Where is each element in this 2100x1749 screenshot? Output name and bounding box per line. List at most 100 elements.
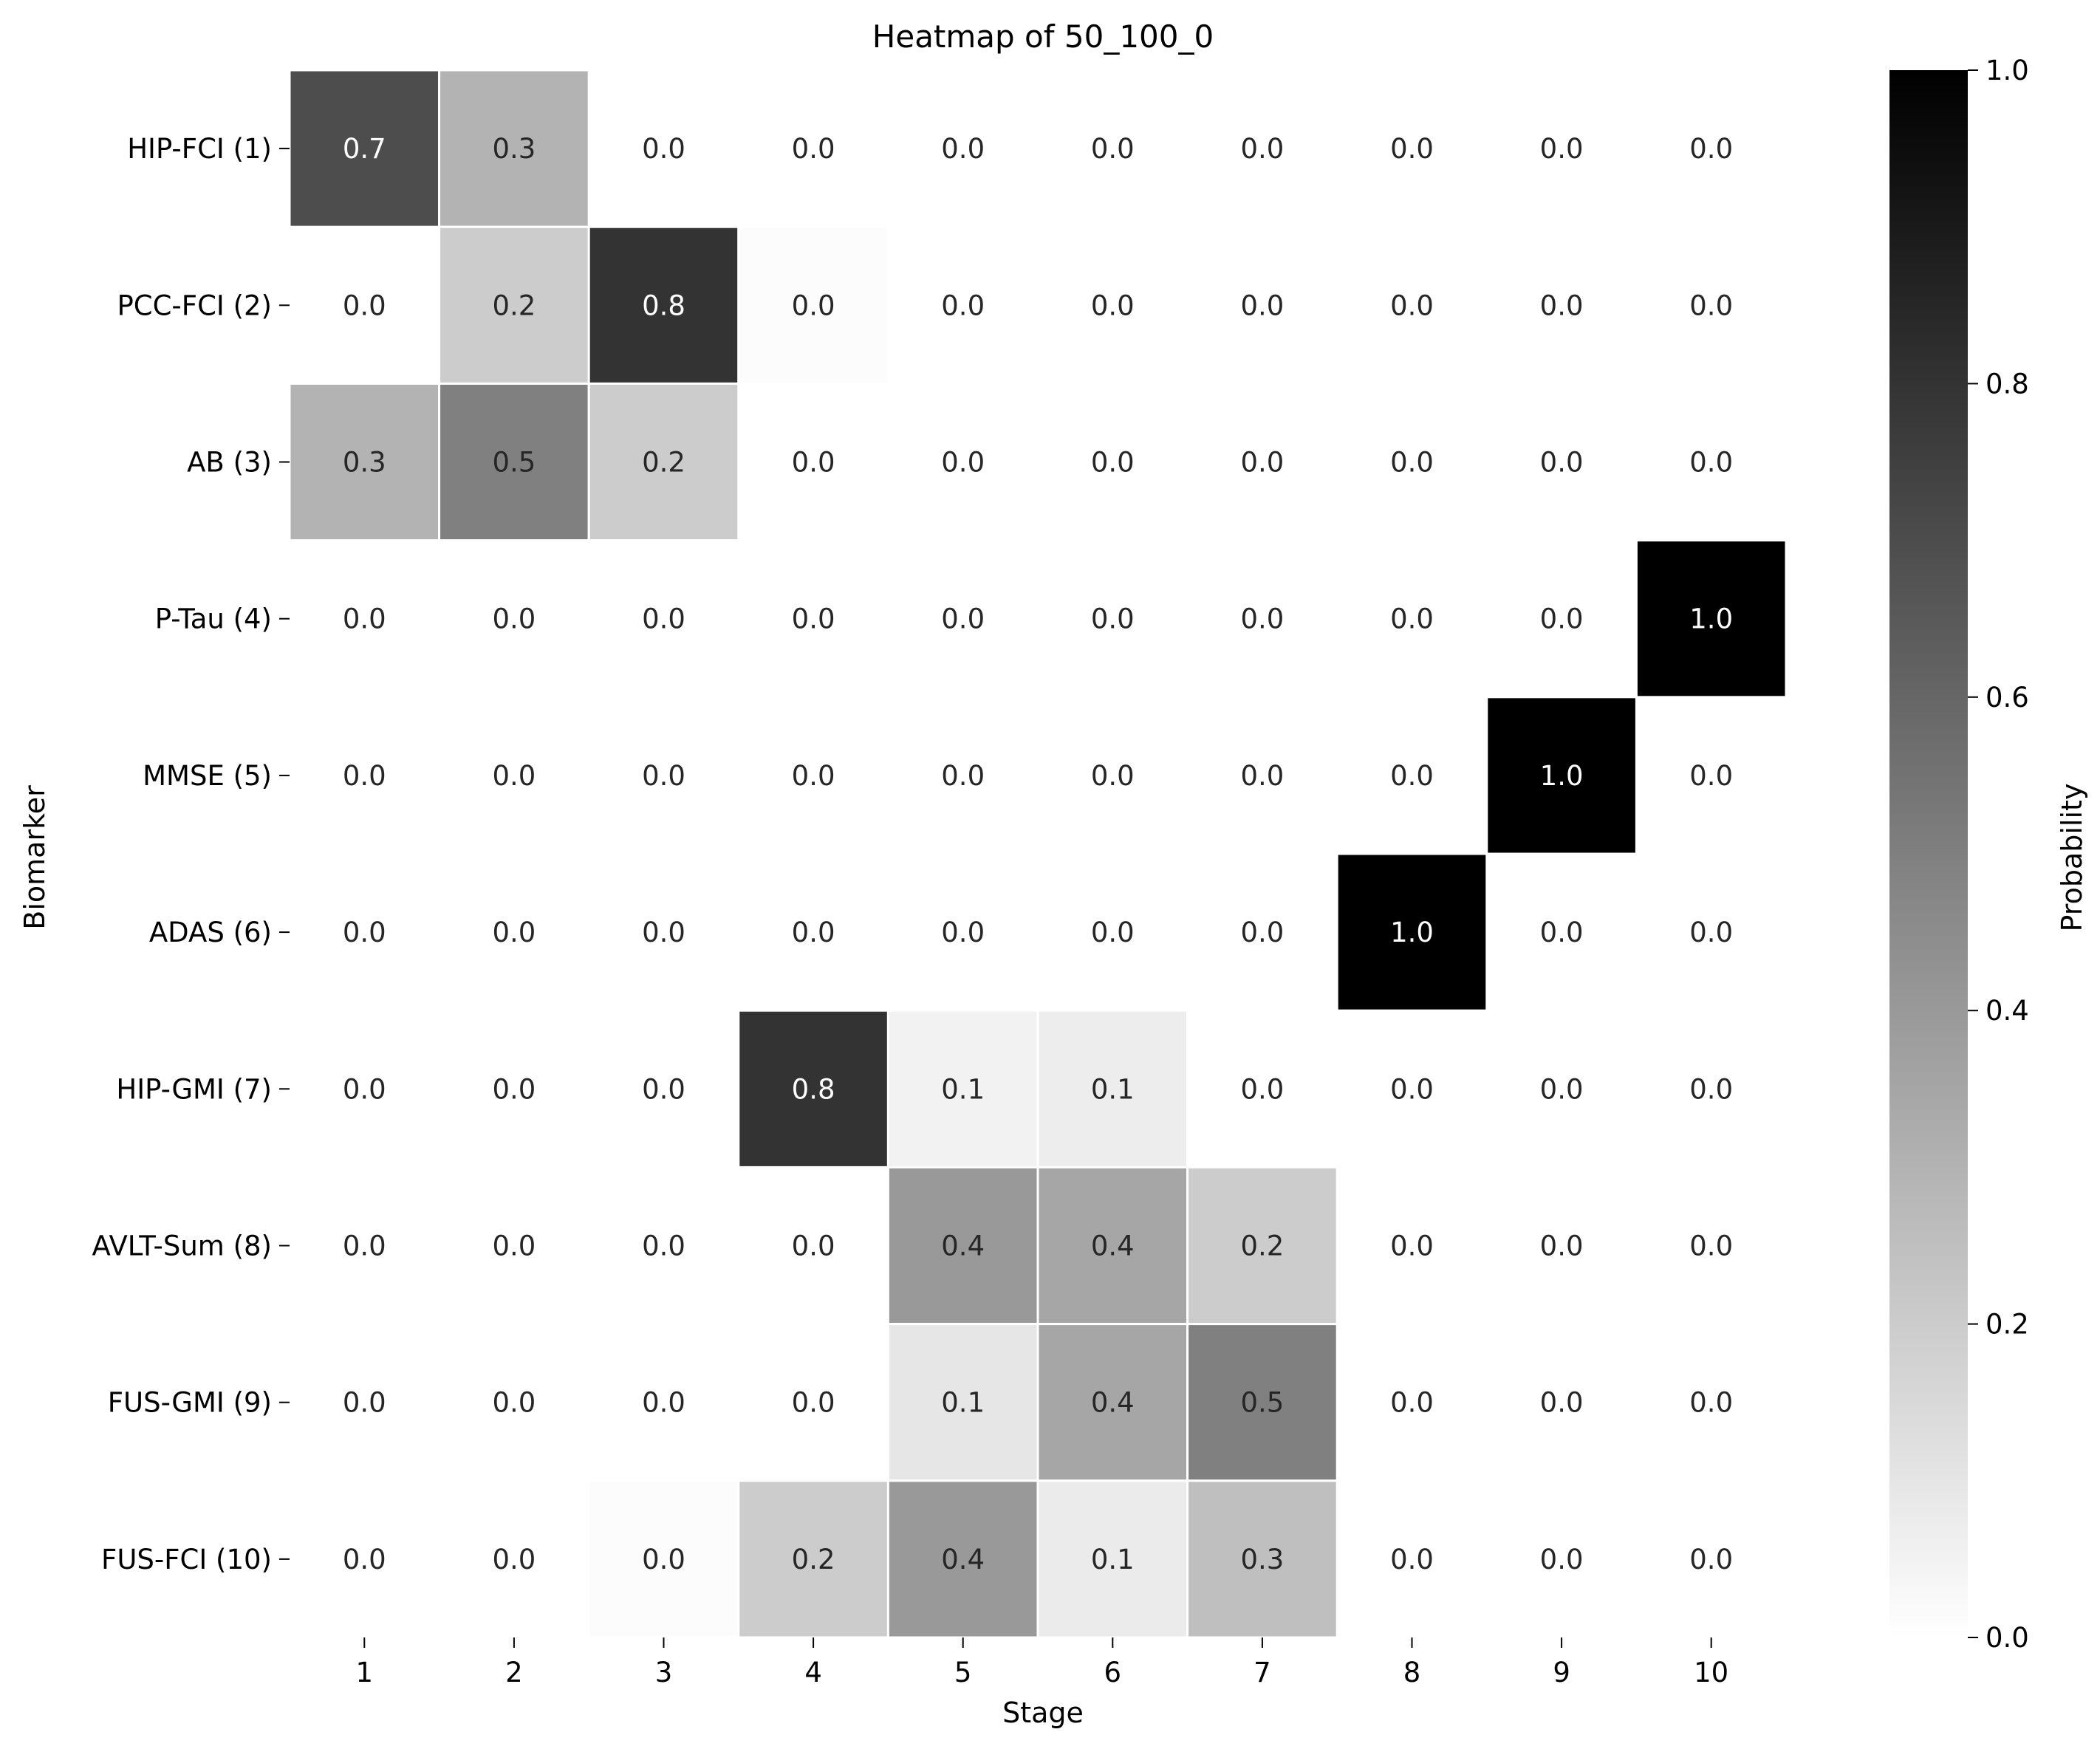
cell-value-label: 0.0	[1689, 1231, 1733, 1262]
y-tick-labels: HIP-FCI (1) PCC-FCI (2) AB (3) P-Tau (4) MMS…	[92, 133, 290, 1575]
cell-value-label: 0.0	[492, 603, 536, 635]
cell-value-label: 0.0	[792, 290, 835, 321]
cell-value-label: 0.0	[1390, 1544, 1434, 1575]
x-tick-labels: 1 2 3 4 5 6 7 8 9 10	[356, 1637, 1728, 1688]
cell-value-label: 0.2	[1240, 1231, 1284, 1262]
heatmap-cell	[587, 1479, 740, 1639]
heatmap-cell	[1036, 1166, 1189, 1326]
cell-value-label: 0.4	[1091, 1387, 1135, 1419]
heatmap-cell	[1335, 852, 1488, 1012]
cell-value-label: 0.0	[343, 1231, 386, 1262]
cell-value-label: 0.0	[343, 603, 386, 635]
cell-value-label: 0.0	[1540, 1544, 1584, 1575]
cell-value-label: 0.1	[1091, 1073, 1135, 1105]
cell-value-label: 0.0	[492, 1231, 536, 1262]
cell-value-label: 0.0	[343, 1073, 386, 1105]
heatmap-cell	[737, 1009, 889, 1168]
cell-value-label: 0.0	[492, 1544, 536, 1575]
cell-value-label: 0.0	[642, 760, 685, 792]
heatmap-cell	[1036, 1323, 1189, 1482]
x-tick-label: 7	[1253, 1657, 1271, 1688]
cell-value-label: 0.0	[1240, 133, 1284, 165]
heatmap-cell	[587, 225, 740, 385]
cell-value-label: 0.8	[792, 1073, 835, 1105]
y-tick-label: ADAS (6)	[149, 917, 272, 948]
cell-value-label: 0.3	[1240, 1544, 1284, 1575]
cell-value-label: 0.0	[1390, 447, 1434, 479]
cell-value-label: 0.0	[1091, 133, 1135, 165]
cell-value-label: 0.0	[1390, 1231, 1434, 1262]
heatmap-cell	[438, 225, 590, 385]
cell-value-label: 0.0	[1689, 1387, 1733, 1419]
cell-value-label: 0.0	[343, 917, 386, 948]
cell-value-label: 0.0	[1540, 1387, 1584, 1419]
cell-value-label: 0.0	[1540, 290, 1584, 321]
y-tick-label: HIP-FCI (1)	[127, 133, 272, 165]
y-tick-label: AVLT-Sum (8)	[92, 1231, 272, 1262]
cell-value-label: 0.0	[1091, 760, 1135, 792]
y-tick-label: P-Tau (4)	[155, 603, 272, 635]
cell-value-label: 0.5	[492, 447, 536, 479]
cell-value-label: 0.0	[642, 603, 685, 635]
cell-value-label: 0.0	[1689, 760, 1733, 792]
cell-value-label: 0.8	[642, 290, 685, 321]
cell-value-label: 0.0	[941, 447, 985, 479]
cell-value-label: 0.0	[792, 760, 835, 792]
cell-value-label: 0.3	[343, 447, 386, 479]
colorbar	[1889, 70, 1968, 1637]
cell-value-label: 0.0	[1689, 1544, 1733, 1575]
x-tick-label: 10	[1694, 1657, 1728, 1688]
cell-value-label: 0.4	[941, 1231, 985, 1262]
cell-value-label: 0.0	[1689, 290, 1733, 321]
cell-value-label: 0.0	[792, 447, 835, 479]
heatmap-cell	[1186, 1323, 1338, 1482]
x-axis-label: Stage	[1002, 1697, 1084, 1729]
cell-value-label: 0.0	[1390, 290, 1434, 321]
heatmap-cell	[737, 225, 889, 385]
cell-value-label: 0.0	[1091, 290, 1135, 321]
cell-value-label: 0.0	[1390, 603, 1434, 635]
x-tick-label: 2	[505, 1657, 523, 1688]
chart-title: Heatmap of 50_100_0	[872, 18, 1214, 55]
cell-value-label: 0.0	[492, 760, 536, 792]
cell-value-label: 0.0	[642, 1387, 685, 1419]
cell-value-label: 0.0	[941, 917, 985, 948]
y-tick-label: FUS-GMI (9)	[108, 1387, 272, 1419]
cell-value-label: 0.0	[792, 603, 835, 635]
cell-value-label: 0.0	[492, 1387, 536, 1419]
cell-value-label: 0.0	[792, 133, 835, 165]
cell-value-label: 0.0	[1540, 1073, 1584, 1105]
cell-value-label: 0.4	[1091, 1231, 1135, 1262]
cell-value-label: 0.0	[1390, 1073, 1434, 1105]
heatmap-cell	[438, 382, 590, 542]
cell-value-label: 0.0	[642, 1544, 685, 1575]
y-tick-label: HIP-GMI (7)	[116, 1073, 272, 1105]
cell-value-label: 0.0	[1689, 133, 1733, 165]
cell-value-label: 0.0	[941, 760, 985, 792]
cell-value-label: 0.0	[343, 1387, 386, 1419]
cell-value-label: 0.0	[1540, 1231, 1584, 1262]
cell-value-label: 0.2	[642, 447, 685, 479]
cell-value-label: 0.0	[1240, 1073, 1284, 1105]
x-tick-label: 6	[1104, 1657, 1122, 1688]
heatmap-cell	[886, 1479, 1039, 1639]
cell-value-label: 0.0	[343, 760, 386, 792]
colorbar-tick-label: 0.8	[1986, 368, 2029, 400]
cell-value-label: 0.0	[1091, 917, 1135, 948]
colorbar-ticks: 0.0 0.2 0.4 0.6 0.8 1.0	[1968, 55, 2029, 1654]
colorbar-tick-label: 0.6	[1986, 682, 2029, 713]
colorbar-tick-label: 0.2	[1986, 1309, 2029, 1341]
cell-value-label: 0.0	[1240, 603, 1284, 635]
heatmap-cell	[1036, 1009, 1189, 1168]
cell-value-label: 0.0	[1240, 917, 1284, 948]
cell-value-label: 1.0	[1689, 603, 1733, 635]
cell-value-label: 0.0	[1240, 447, 1284, 479]
colorbar-tick-label: 1.0	[1986, 55, 2029, 86]
cell-value-label: 0.0	[1390, 133, 1434, 165]
cell-value-label: 0.0	[1390, 760, 1434, 792]
cell-value-label: 0.0	[1091, 603, 1135, 635]
cell-value-label: 0.0	[941, 290, 985, 321]
heatmap-cell	[1485, 696, 1638, 855]
cell-value-label: 0.0	[1240, 290, 1284, 321]
cell-value-label: 0.0	[343, 290, 386, 321]
